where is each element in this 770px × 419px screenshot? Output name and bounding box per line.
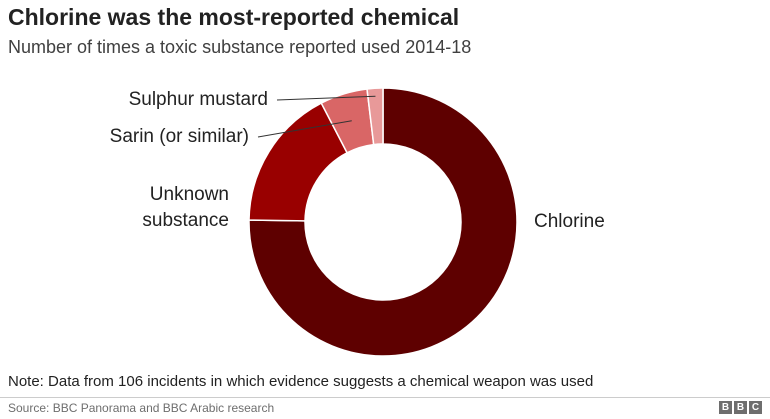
chart-source: Source: BBC Panorama and BBC Arabic rese… xyxy=(8,401,275,415)
chart-subtitle: Number of times a toxic substance report… xyxy=(8,37,472,57)
chart-note: Note: Data from 106 incidents in which e… xyxy=(8,373,594,390)
leader-line xyxy=(257,120,352,138)
bbc-logo: B B C xyxy=(719,401,762,414)
leader-line xyxy=(276,95,376,101)
footer-divider xyxy=(0,397,770,398)
chart-title: Chlorine was the most-reported chemical xyxy=(8,4,460,30)
donut-slice xyxy=(248,87,518,357)
slice-label: Sulphur mustard xyxy=(129,89,268,110)
slice-label: Unknown substance xyxy=(142,184,229,231)
bbc-logo-letter: B xyxy=(719,401,732,414)
slice-label: Chlorine xyxy=(534,211,605,232)
donut-slice xyxy=(366,87,384,146)
slice-label: Sarin (or similar) xyxy=(110,126,249,147)
bbc-logo-letter: B xyxy=(734,401,747,414)
bbc-logo-letter: C xyxy=(749,401,762,414)
